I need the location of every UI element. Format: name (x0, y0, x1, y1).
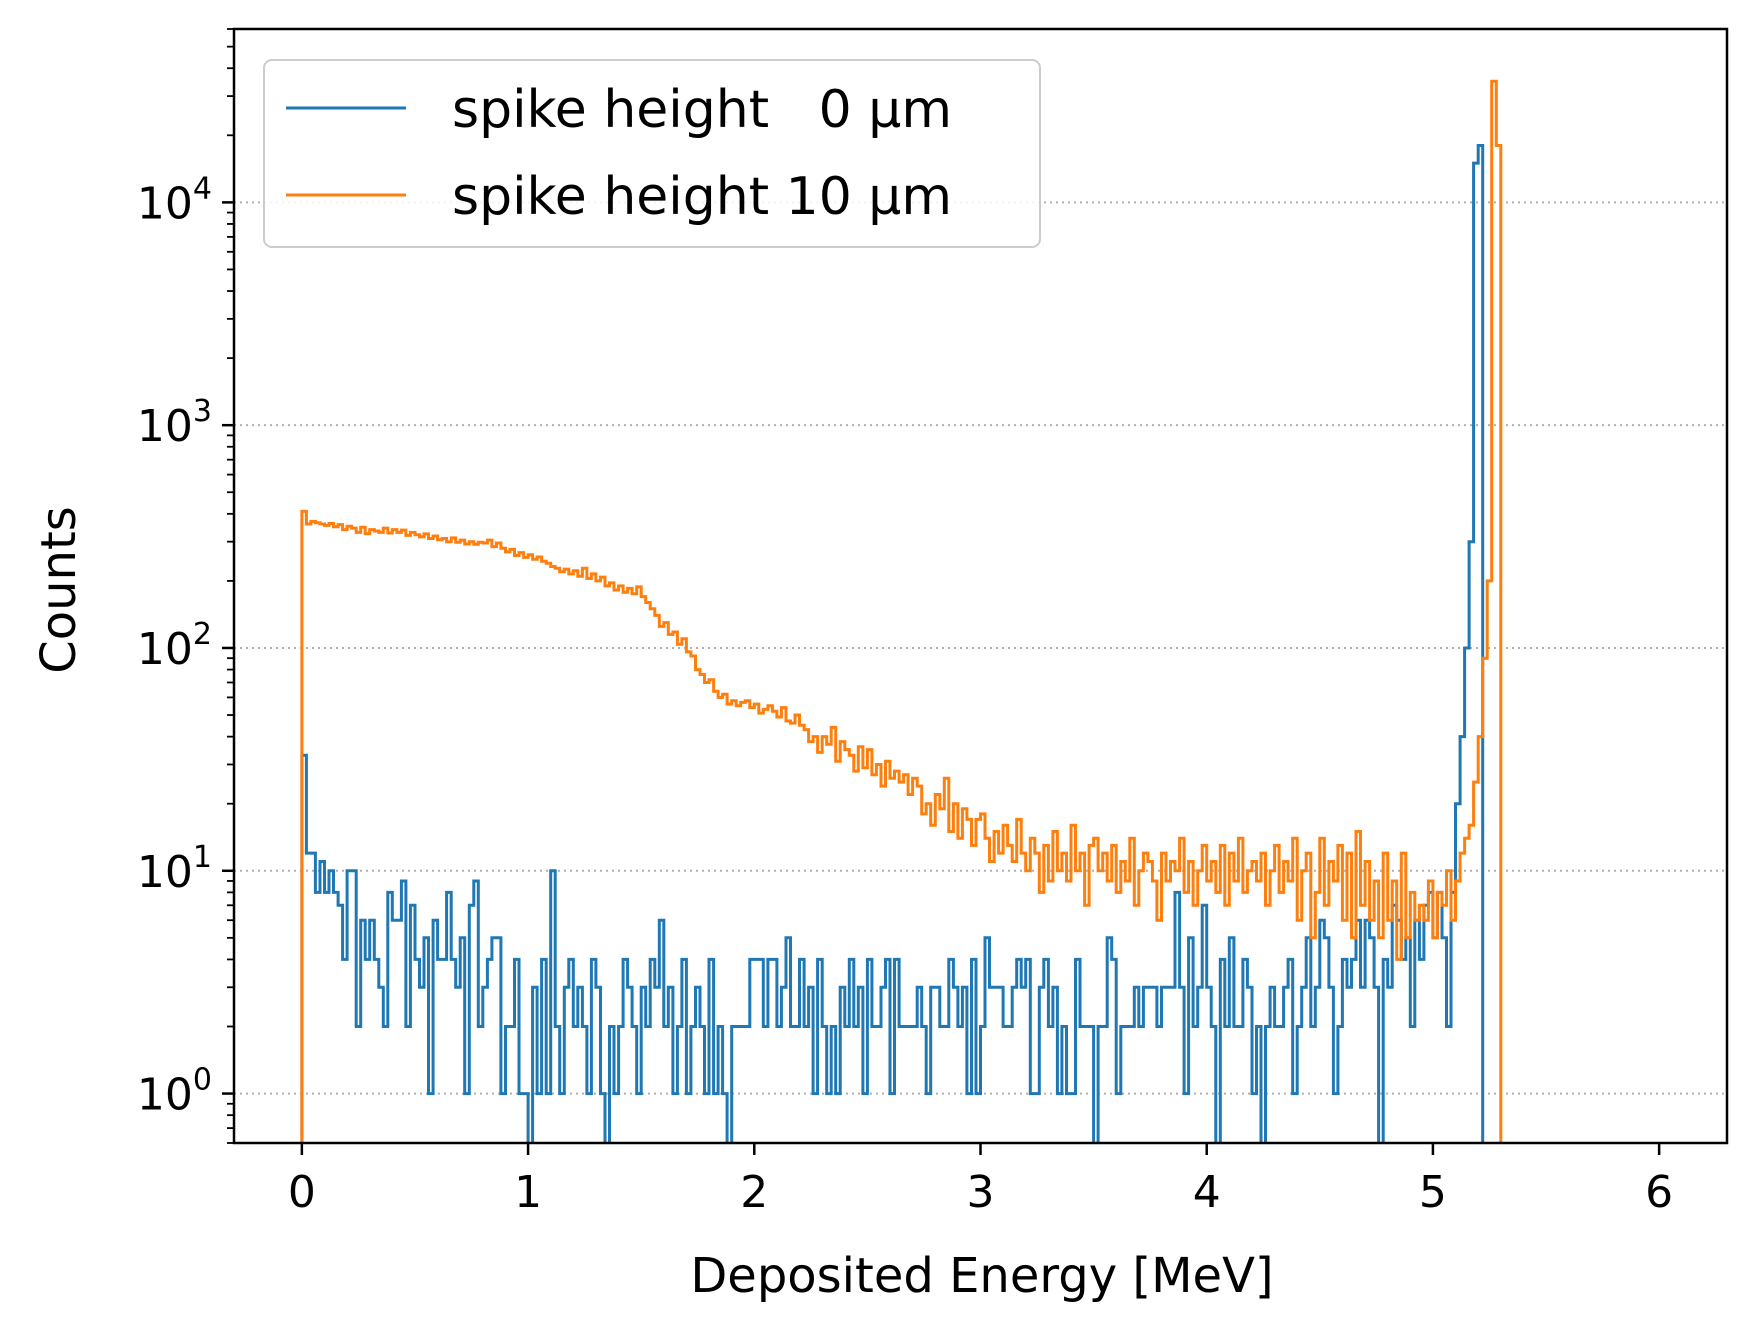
y-tick-label-1: 101 (137, 840, 212, 898)
ticks: 0 1 2 3 4 5 6 100 101 102 103 104 (137, 28, 1673, 1218)
x-tick-label-2: 2 (740, 1167, 768, 1218)
legend-label-0um: spike height 0 μm (452, 80, 952, 140)
x-tick-label-0: 0 (288, 1167, 316, 1218)
x-tick-label-1: 1 (514, 1167, 542, 1218)
x-tick-label-5: 5 (1419, 1167, 1447, 1218)
y-tick-label-0: 100 (137, 1063, 212, 1121)
y-tick-label-2: 102 (137, 617, 212, 675)
y-axis-label: Counts (31, 506, 87, 674)
legend-frame (263, 59, 1041, 248)
series-line-0um (300, 144, 1485, 1143)
plot-area (300, 79, 1503, 1143)
legend-label-10um: spike height 10 μm (452, 167, 952, 227)
x-tick-label-4: 4 (1193, 1167, 1221, 1218)
y-tick-label-4: 104 (137, 171, 212, 229)
y-tick-label-3: 103 (137, 394, 212, 452)
x-tick-label-6: 6 (1645, 1167, 1673, 1218)
x-tick-label-3: 3 (967, 1167, 995, 1218)
series-line-10um (300, 79, 1503, 1143)
legend: spike height 0 μm spike height 10 μm (263, 59, 1041, 248)
x-axis-label: Deposited Energy [MeV] (690, 1248, 1273, 1304)
